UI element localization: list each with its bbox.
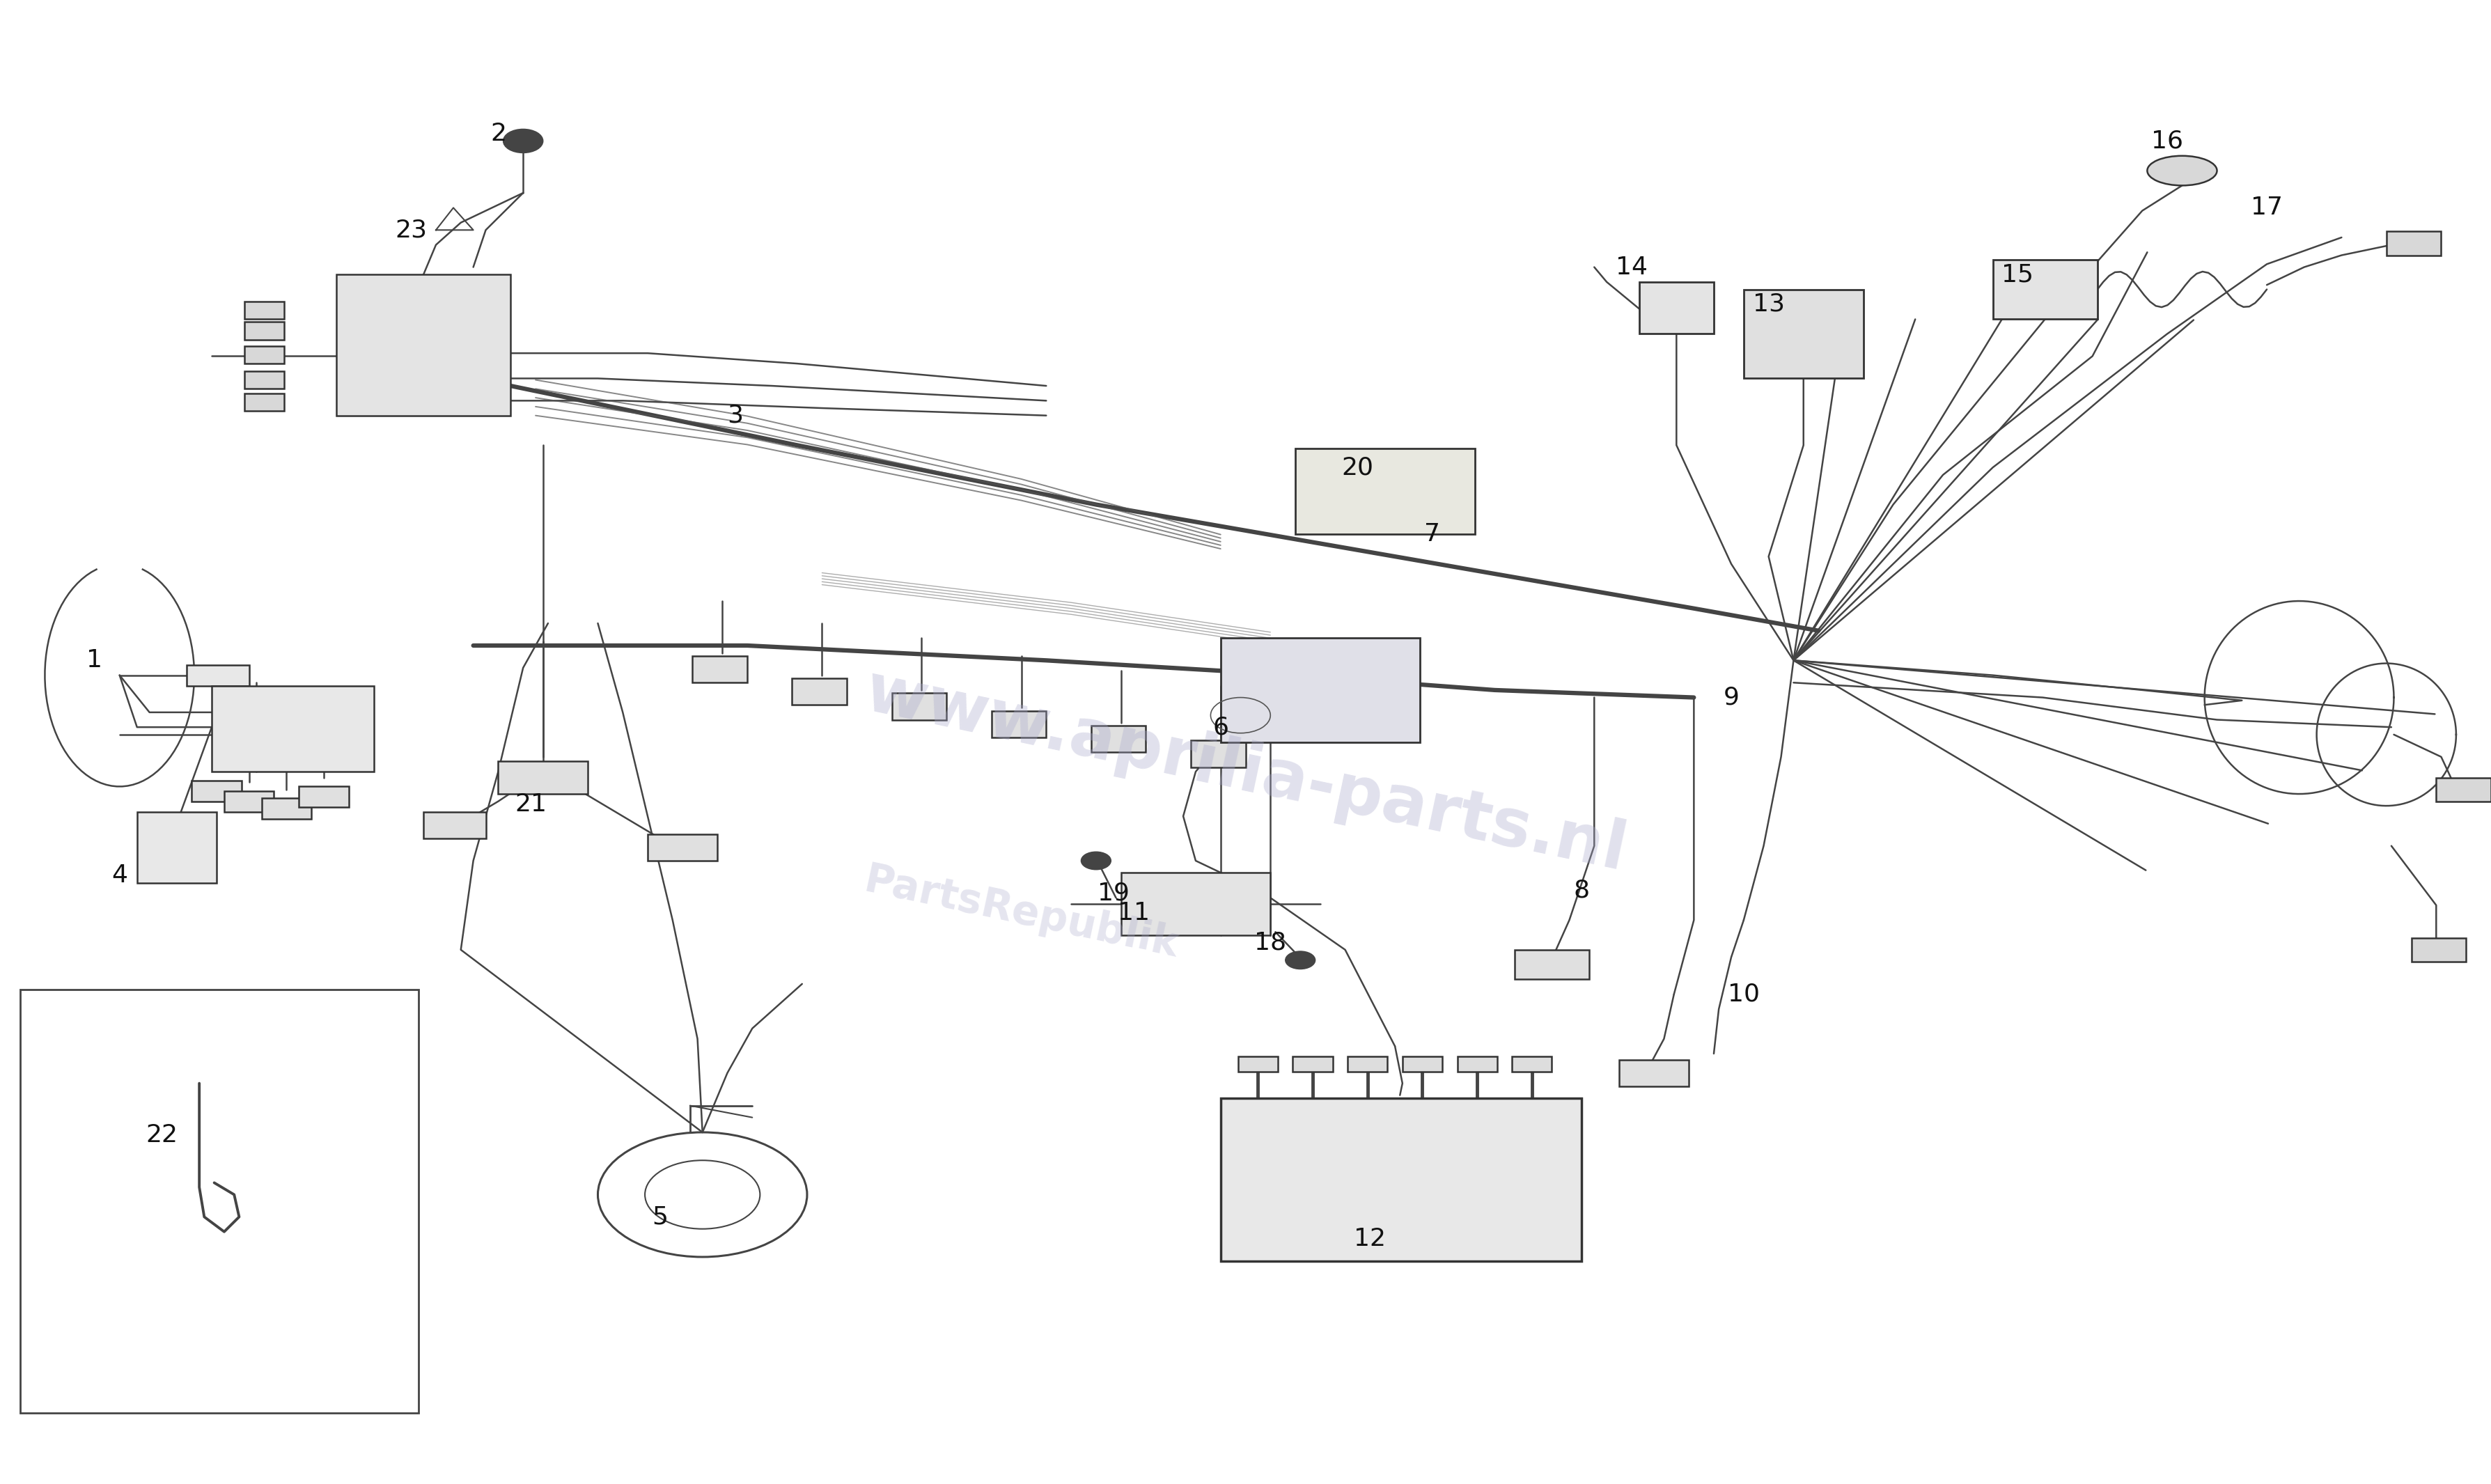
Bar <box>212 686 374 772</box>
Text: 4: 4 <box>112 864 127 887</box>
Text: 22: 22 <box>147 1123 177 1147</box>
Bar <box>2436 778 2491 801</box>
Bar <box>498 761 588 794</box>
Text: 5: 5 <box>653 1205 668 1229</box>
Bar <box>423 812 486 838</box>
Text: 20: 20 <box>1343 456 1373 479</box>
Text: 17: 17 <box>2252 196 2282 220</box>
Bar <box>1295 448 1475 534</box>
Bar <box>244 393 284 411</box>
Bar <box>1238 1057 1278 1071</box>
Bar <box>1121 873 1270 935</box>
Text: www.aprilia-parts.nl: www.aprilia-parts.nl <box>859 659 1632 884</box>
Text: 18: 18 <box>1255 930 1285 954</box>
Bar <box>1221 638 1420 742</box>
Bar <box>1619 1060 1689 1086</box>
Bar <box>1744 289 1863 378</box>
Text: 10: 10 <box>1729 982 1759 1006</box>
Text: 15: 15 <box>2003 263 2033 286</box>
Text: 23: 23 <box>396 218 426 242</box>
Text: 1: 1 <box>87 649 102 672</box>
Text: 2: 2 <box>491 122 506 145</box>
Text: 3: 3 <box>727 404 742 427</box>
Bar <box>244 371 284 389</box>
Ellipse shape <box>2147 156 2217 186</box>
Bar <box>20 990 418 1413</box>
Bar <box>1091 726 1146 752</box>
Bar <box>1639 282 1714 334</box>
Text: 14: 14 <box>1617 255 1647 279</box>
Bar <box>2411 938 2466 962</box>
Bar <box>1402 1057 1442 1071</box>
Bar <box>1221 1098 1582 1261</box>
Text: PartsRepublik: PartsRepublik <box>859 859 1183 966</box>
Bar <box>187 665 249 686</box>
Bar <box>224 791 274 812</box>
Text: 21: 21 <box>516 792 546 816</box>
Bar <box>792 678 847 705</box>
Bar <box>991 711 1046 738</box>
Bar <box>262 798 311 819</box>
Bar <box>137 812 217 883</box>
Text: 9: 9 <box>1724 686 1739 709</box>
Bar <box>2386 232 2441 255</box>
Bar <box>1515 950 1589 979</box>
Bar <box>648 834 717 861</box>
Text: 6: 6 <box>1213 715 1228 739</box>
Text: 19: 19 <box>1099 881 1128 905</box>
Bar <box>1348 1057 1387 1071</box>
Bar <box>1457 1057 1497 1071</box>
Bar <box>336 275 511 416</box>
Bar <box>244 322 284 340</box>
Circle shape <box>503 129 543 153</box>
Text: 8: 8 <box>1574 879 1589 902</box>
Bar <box>1293 1057 1333 1071</box>
Circle shape <box>1285 951 1315 969</box>
Bar <box>1512 1057 1552 1071</box>
Text: 11: 11 <box>1118 901 1148 925</box>
Bar <box>244 301 284 319</box>
Bar <box>299 787 349 807</box>
Bar <box>244 346 284 364</box>
Bar <box>1993 260 2097 319</box>
Circle shape <box>1081 852 1111 870</box>
Text: 7: 7 <box>1425 522 1440 546</box>
Bar <box>892 693 947 720</box>
Bar <box>1191 741 1246 767</box>
Text: 12: 12 <box>1355 1227 1385 1251</box>
Text: 16: 16 <box>2152 129 2182 153</box>
Bar <box>692 656 747 683</box>
Text: 13: 13 <box>1754 292 1784 316</box>
Bar <box>192 781 242 801</box>
